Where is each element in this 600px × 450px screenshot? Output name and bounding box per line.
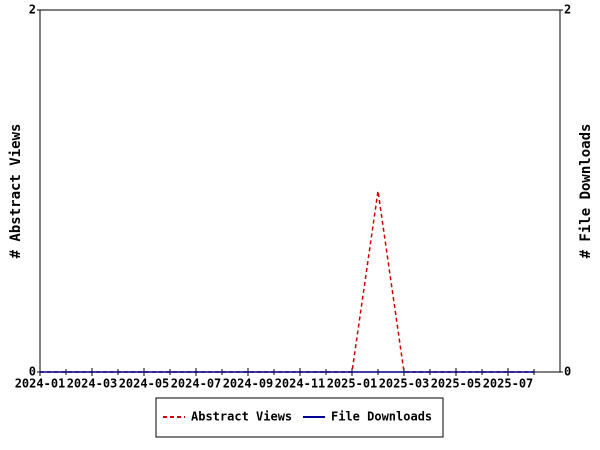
x-tick-label: 2024-01 <box>15 377 66 391</box>
legend-box <box>155 397 444 438</box>
x-tick-label: 2024-07 <box>171 377 222 391</box>
y2-tick-label: 2 <box>564 3 571 17</box>
legend-label: File Downloads <box>331 410 432 424</box>
y2-axis-title: # File Downloads <box>578 124 594 259</box>
legend-label: Abstract Views <box>191 410 292 424</box>
x-tick-label: 2024-09 <box>223 377 274 391</box>
y2-tick-label: 0 <box>564 365 571 379</box>
x-tick-label: 2024-03 <box>67 377 118 391</box>
x-tick-label: 2025-03 <box>379 377 430 391</box>
x-tick-label: 2025-05 <box>431 377 482 391</box>
x-tick-label: 2025-07 <box>483 377 534 391</box>
x-tick-label: 2024-11 <box>275 377 326 391</box>
y-axis-title: # Abstract Views <box>8 124 24 259</box>
x-tick-label: 2025-01 <box>327 377 378 391</box>
plot-area <box>39 9 561 373</box>
x-tick-label: 2024-05 <box>119 377 170 391</box>
y-tick-label: 0 <box>29 365 36 379</box>
y-tick-label: 2 <box>29 3 36 17</box>
